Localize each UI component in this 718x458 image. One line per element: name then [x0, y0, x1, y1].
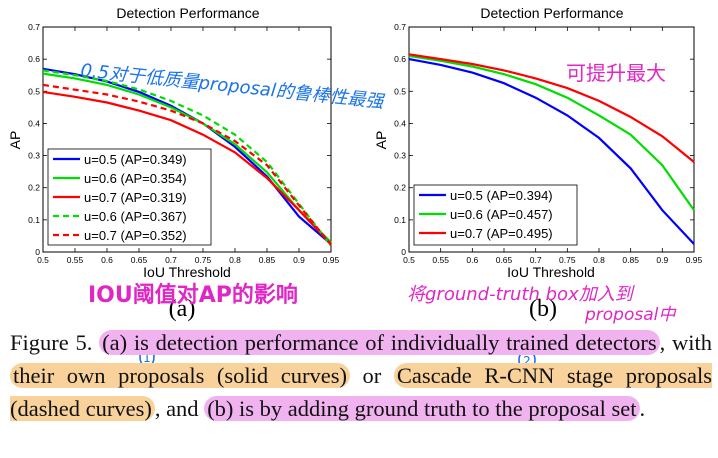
chart-a-xtick-label: 0.55 [67, 255, 84, 265]
chart-a-xtick-label: 0.5 [37, 255, 49, 265]
chart-a-ytick-label: 0.6 [28, 54, 40, 64]
chart-b-series-2-line [408, 53, 695, 163]
chart-a-legend-label-3: u=0.6 (AP=0.367) [84, 209, 187, 224]
chart-a-xtick-label: 0.95 [323, 255, 340, 265]
chart-b-title: Detection Performance [480, 5, 623, 21]
caption-part-a: (a) is detection performance of individu… [99, 330, 660, 355]
chart-a-ytick-label: 0.1 [28, 215, 40, 225]
handwritten-note-b-line2: proposal中 [584, 305, 677, 325]
chart-a-ytick-label: 0.3 [28, 151, 40, 161]
chart-a-ytick-label: 0 [35, 247, 40, 257]
chart-b-legend-label-0: u=0.5 (AP=0.394) [450, 188, 553, 203]
panel-label-b: (b) [529, 296, 557, 322]
caption-with: , with [659, 330, 712, 355]
chart-b-legend-label-2: u=0.7 (AP=0.495) [450, 226, 553, 241]
chart-a-xtick-label: 0.8 [229, 255, 241, 265]
handwritten-note-b-top: 可提升最大 [566, 61, 666, 85]
chart-b-xtick-label: 0.75 [559, 255, 576, 265]
chart-a-legend-label-2: u=0.7 (AP=0.319) [84, 190, 187, 205]
chart-b-xtick-label: 0.55 [432, 255, 449, 265]
chart-b-ytick-label: 0.2 [394, 183, 406, 193]
chart-a-xtick-label: 0.6 [101, 255, 113, 265]
handwritten-note-a: IOU阈值对AP的影响 [88, 282, 298, 308]
caption-end: . [639, 396, 646, 421]
chart-a-legend-label-4: u=0.7 (AP=0.352) [84, 228, 187, 243]
chart-a-ylabel: AP [7, 131, 23, 150]
caption-prefix: Figure 5. [10, 330, 100, 355]
chart-a-series-1-line [42, 72, 332, 244]
chart-a-xtick-label: 0.65 [131, 255, 148, 265]
chart-b-ytick-label: 0.6 [394, 54, 406, 64]
chart-b-ytick-label: 0.3 [394, 151, 406, 161]
chart-b-xtick-label: 0.5 [403, 255, 415, 265]
chart-b-series-1-line [408, 54, 695, 211]
caption-part-b: (b) is by adding ground truth to the pro… [204, 396, 640, 421]
chart-a-ytick-label: 0.2 [28, 183, 40, 193]
chart-b-ytick-label: 0.5 [394, 86, 406, 96]
chart-b-xtick-label: 0.8 [593, 255, 605, 265]
svg-text:1: 1 [143, 351, 151, 365]
chart-b-xtick-label: 0.95 [686, 255, 703, 265]
svg-text:2: 2 [523, 354, 531, 368]
chart-a-ytick-label: 0.7 [28, 22, 40, 32]
chart-a-xtick-label: 0.75 [195, 255, 212, 265]
chart-a-ytick-label: 0.4 [28, 118, 40, 128]
chart-a: Detection Performance 0 0.1 0.2 0.3 0.4 0.5 0.… [7, 5, 340, 322]
chart-a-title: Detection Performance [116, 5, 259, 21]
panel-label-a: (a) [169, 296, 196, 322]
chart-a-ytick-label: 0.5 [28, 86, 40, 96]
figure-caption: Figure 5. (a) is detection performance o… [10, 326, 712, 425]
chart-b-series-0-line [408, 58, 695, 245]
chart-b-xtick-label: 0.9 [656, 255, 668, 265]
caption-part-own: their own proposals (solid curves) [10, 363, 350, 388]
chart-b-xtick-label: 0.7 [530, 255, 542, 265]
chart-b-ylabel: AP [373, 131, 389, 150]
chart-b-ytick-label: 0.4 [394, 118, 406, 128]
caption-or: or [349, 363, 394, 388]
chart-b-ytick-label: 0 [401, 247, 406, 257]
chart-b-ytick-label: 0.1 [394, 215, 406, 225]
chart-b: Detection Performance 0 0.1 0.2 0.3 0.4 0.5 0.… [373, 5, 703, 322]
chart-a-xtick-label: 0.9 [293, 255, 305, 265]
handwritten-note-b-line1: 将ground-truth box加入到 [407, 284, 636, 305]
chart-a-xtick-label: 0.85 [259, 255, 276, 265]
chart-b-xtick-label: 0.6 [466, 255, 478, 265]
chart-a-legend-label-1: u=0.6 (AP=0.354) [84, 171, 187, 186]
chart-a-series-3-line [42, 69, 332, 247]
chart-b-ytick-label: 0.7 [394, 22, 406, 32]
chart-a-xtick-label: 0.7 [165, 255, 177, 265]
chart-b-legend-label-1: u=0.6 (AP=0.457) [450, 207, 553, 222]
chart-a-legend-label-0: u=0.5 (AP=0.349) [84, 152, 187, 167]
chart-b-xtick-label: 0.65 [496, 255, 513, 265]
chart-a-xlabel: IoU Threshold [143, 264, 231, 280]
caption-and: , and [154, 396, 205, 421]
chart-a-series-2-line [42, 90, 332, 245]
chart-b-xlabel: IoU Threshold [507, 264, 595, 280]
chart-b-xtick-label: 0.85 [622, 255, 639, 265]
